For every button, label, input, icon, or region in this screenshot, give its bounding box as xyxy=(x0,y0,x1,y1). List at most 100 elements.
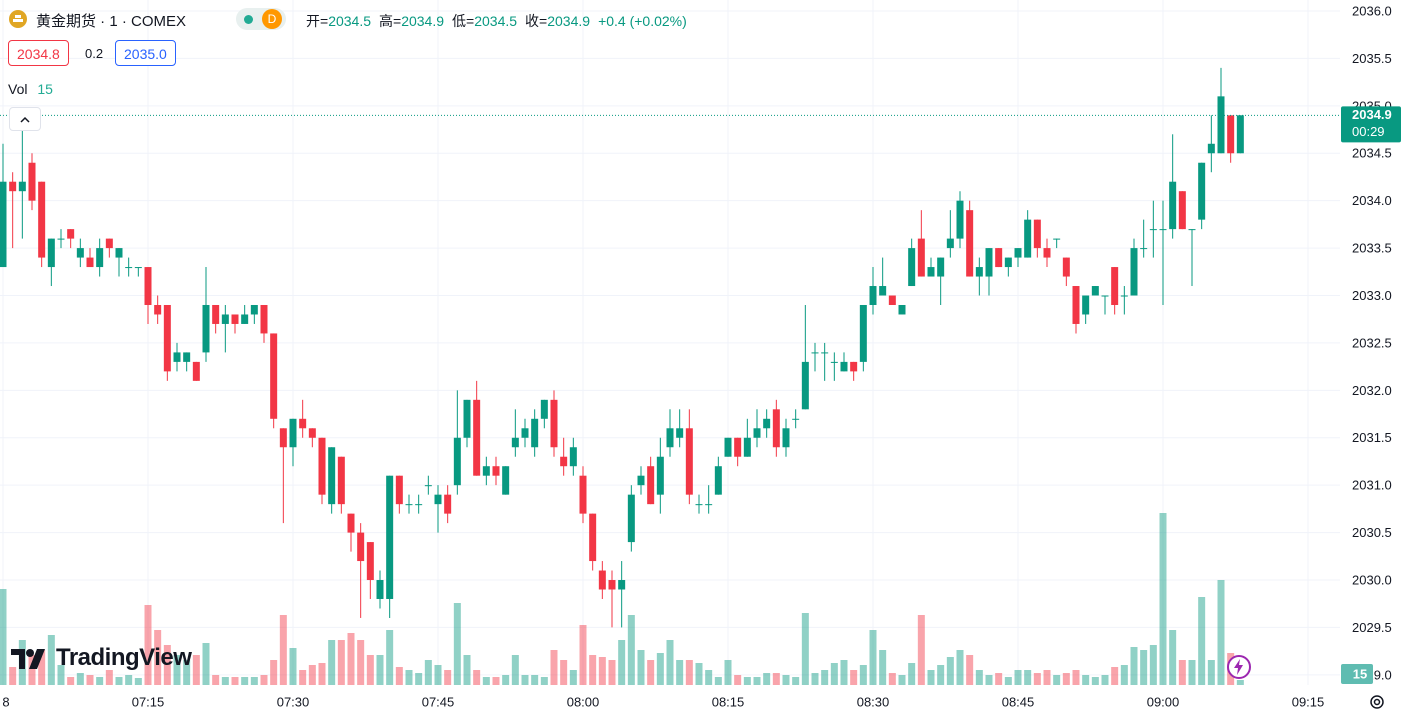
bid-box[interactable]: 2034.8 xyxy=(8,40,69,66)
volume-bar xyxy=(531,675,539,685)
lightning-button[interactable] xyxy=(1227,655,1251,679)
volume-bar xyxy=(821,670,829,685)
volume-bar xyxy=(221,677,229,685)
candle-body xyxy=(38,181,46,258)
status-pill[interactable]: D xyxy=(236,8,286,30)
volume-bar xyxy=(134,678,142,685)
candle-body xyxy=(511,437,519,448)
candle-body xyxy=(212,304,220,324)
volume-legend: Vol 15 xyxy=(8,81,53,97)
x-tick-label: 08:30 xyxy=(857,694,890,709)
volume-bar xyxy=(444,670,452,685)
ask-box[interactable]: 2035.0 xyxy=(115,40,176,66)
candle-body xyxy=(792,418,800,420)
volume-bar xyxy=(1024,670,1032,685)
volume-bar xyxy=(231,677,239,685)
collapse-button[interactable] xyxy=(9,107,41,131)
volume-bar xyxy=(511,655,519,685)
volume-bar xyxy=(1091,677,1099,685)
volume-bar xyxy=(656,653,664,685)
candle-body xyxy=(163,304,171,372)
ohlc-legend: 开=2034.5 高=2034.9 低=2034.5 收=2034.9 +0.4 (+0… xyxy=(306,11,687,31)
candle-body xyxy=(927,267,935,277)
volume-bar xyxy=(1111,667,1119,685)
legend-change: +0.4 (+0.02%) xyxy=(598,13,687,29)
chevron-icon xyxy=(20,116,30,123)
candle-body xyxy=(308,428,316,438)
volume-bar xyxy=(1217,580,1225,685)
candle-body xyxy=(1149,229,1157,231)
candle-body xyxy=(28,162,36,201)
candle-body xyxy=(705,504,713,506)
candle-body xyxy=(18,181,26,192)
candle-body xyxy=(57,238,65,240)
volume-badge-label: 15 xyxy=(1353,666,1367,681)
candle-body xyxy=(231,314,239,324)
volume-bar xyxy=(38,650,46,685)
volume-bar xyxy=(618,640,626,685)
volume-bar xyxy=(714,677,722,685)
volume-bar xyxy=(666,640,674,685)
volume-bar xyxy=(685,660,693,685)
volume-bar xyxy=(125,675,133,685)
candle-body xyxy=(995,248,1003,268)
candle-body xyxy=(598,570,606,590)
volume-bar xyxy=(86,675,94,685)
volume-bar xyxy=(1120,665,1128,685)
candle-body xyxy=(444,494,452,514)
volume-bar xyxy=(956,650,964,685)
volume-badge xyxy=(1341,664,1373,684)
gear-icon xyxy=(1370,695,1384,709)
candle-body xyxy=(608,580,616,590)
volume-bar xyxy=(9,667,17,685)
volume-bar xyxy=(202,643,210,685)
y-tick-label: 2031.0 xyxy=(1352,478,1392,493)
volume-bar xyxy=(395,667,403,685)
volume-bar xyxy=(1043,670,1051,685)
candle-body xyxy=(859,304,867,362)
lightning-icon xyxy=(1234,659,1243,675)
spread: 0.2 xyxy=(85,46,104,61)
candle-body xyxy=(550,399,558,448)
logo-text: TradingView xyxy=(56,644,192,671)
x-tick-label: 07:15 xyxy=(132,694,165,709)
y-tick-label: 2033.5 xyxy=(1352,241,1392,256)
time-axis-bg xyxy=(0,688,1340,717)
volume-bar xyxy=(801,613,809,685)
candle-body xyxy=(811,352,819,354)
volume-bar xyxy=(96,677,104,685)
candle-body xyxy=(946,238,954,249)
volume-bar xyxy=(386,630,394,685)
candle-body xyxy=(850,361,858,372)
candle-body xyxy=(250,304,258,315)
volume-bar xyxy=(1033,673,1041,685)
volume-bar xyxy=(647,660,655,685)
volume-bar xyxy=(569,670,577,685)
candle-body xyxy=(125,267,133,269)
candle-body xyxy=(908,248,916,287)
volume-bar xyxy=(424,660,432,685)
legend-label: 高= xyxy=(379,13,402,29)
volume-bar xyxy=(405,670,413,685)
candle-body xyxy=(637,475,645,486)
x-tick-label: 08:15 xyxy=(712,694,745,709)
candle-body xyxy=(289,418,297,448)
candle-body xyxy=(1227,115,1235,154)
candle-body xyxy=(1091,286,1099,296)
volume-bar xyxy=(1188,660,1196,685)
volume-bar xyxy=(995,673,1003,685)
volume-bar xyxy=(1130,647,1138,685)
volume-bar xyxy=(1149,645,1157,685)
candle-body xyxy=(183,352,191,362)
candle-body xyxy=(618,580,626,590)
candle-body xyxy=(221,314,229,324)
candle-body xyxy=(1004,257,1012,268)
volume-bar xyxy=(105,670,113,685)
volume-bar xyxy=(850,670,858,685)
candle-body xyxy=(105,238,113,249)
candle-body xyxy=(1014,248,1022,258)
volume-bar xyxy=(763,673,771,685)
legend-label: 低= xyxy=(452,13,475,29)
volume-bar xyxy=(76,673,84,685)
candle-body xyxy=(502,466,510,495)
